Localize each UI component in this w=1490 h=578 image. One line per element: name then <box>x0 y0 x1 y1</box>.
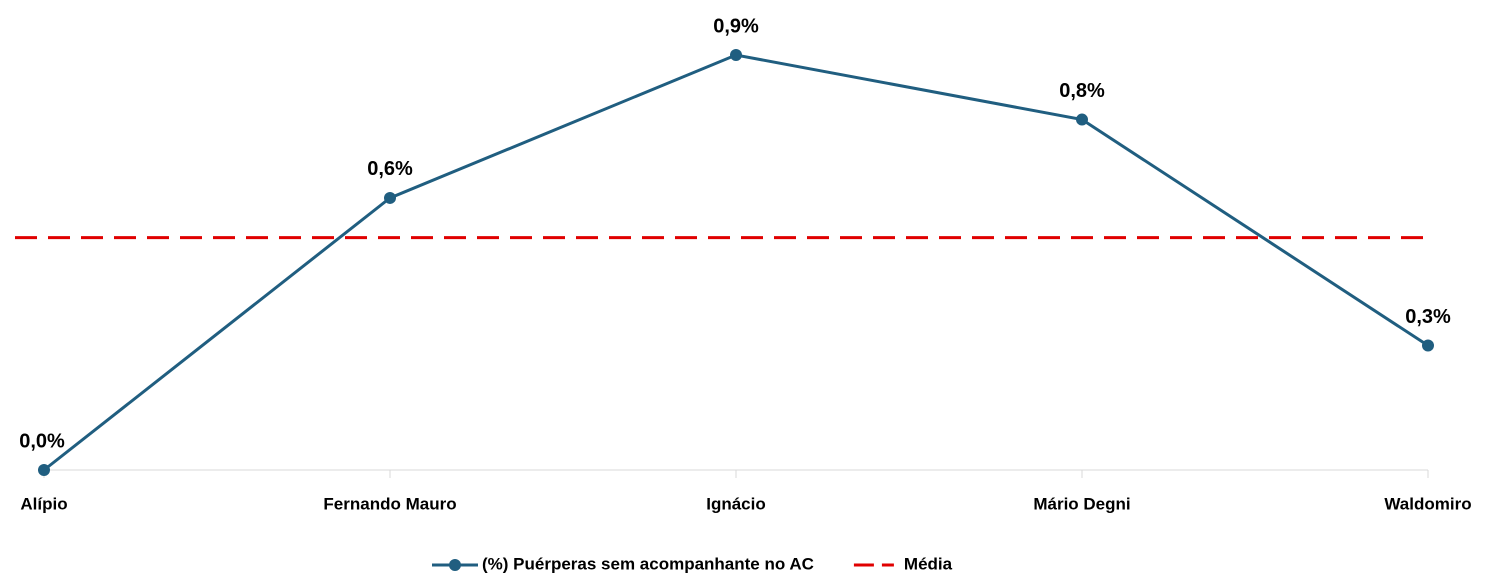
data-label: 0,9% <box>713 15 759 37</box>
point <box>1076 113 1088 126</box>
legend-label: (%) Puérperas sem acompanhante no AC <box>482 554 814 573</box>
point <box>730 49 742 61</box>
x-tick-label: Alípio <box>20 494 67 513</box>
data-label: 0,3% <box>1405 306 1451 328</box>
point <box>1422 339 1434 352</box>
data-label: 0,8% <box>1059 80 1105 102</box>
data-label: 0,0% <box>19 430 65 452</box>
legend-label: Média <box>904 554 953 573</box>
point <box>384 191 396 204</box>
point <box>38 464 50 476</box>
x-tick-label: Ignácio <box>706 494 766 513</box>
data-label: 0,6% <box>367 158 413 180</box>
series-line <box>43 53 1429 472</box>
x-tick-label: Mário Degni <box>1033 494 1130 513</box>
x-tick-label: Fernando Mauro <box>323 494 456 513</box>
x-tick-label: Waldomiro <box>1384 494 1471 513</box>
legend-marker <box>449 559 461 571</box>
